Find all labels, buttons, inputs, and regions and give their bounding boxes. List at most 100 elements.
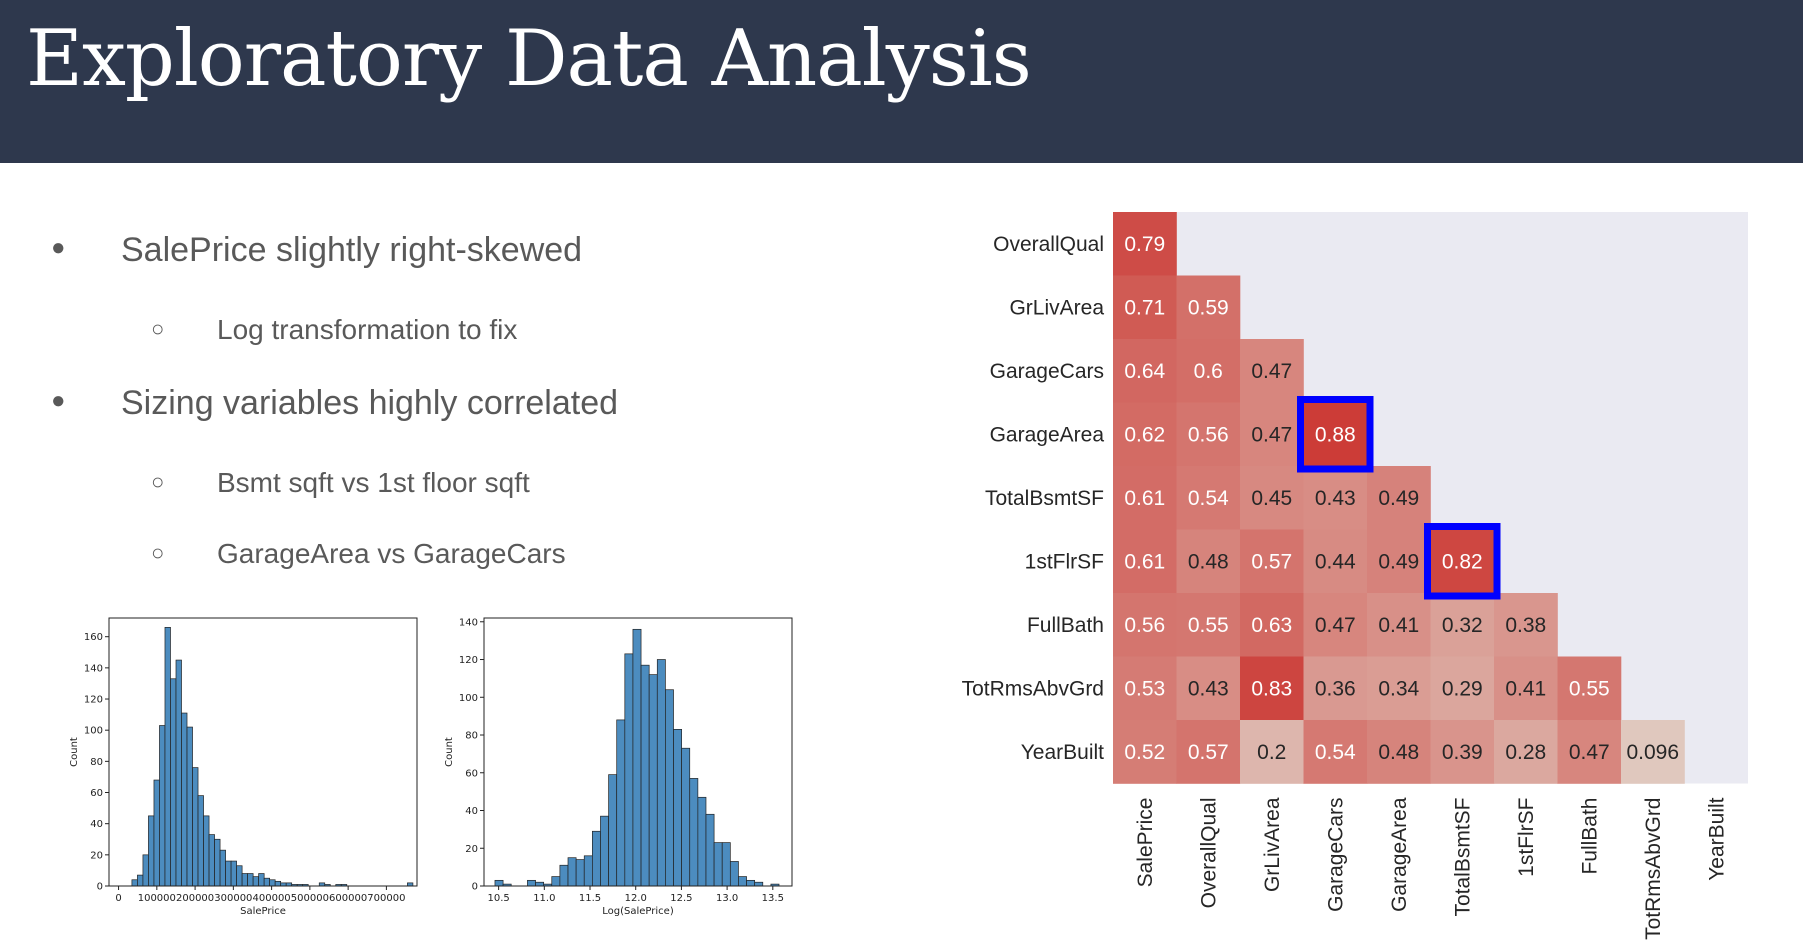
histogram-bar (252, 876, 259, 887)
heatmap-cell (1176, 275, 1241, 340)
column-label: OverallQual (1197, 798, 1220, 909)
correlation-heatmap: 0.79 0.71 0.59 0.64 0.6 0.47 0.62 0.56 0.47 0.88 0… (962, 212, 1748, 940)
plot-frame (483, 617, 793, 887)
histogram-bar (535, 881, 545, 887)
heatmap-cell (1430, 529, 1495, 594)
heatmap-cell (1240, 402, 1304, 467)
sub-bullet-marker: ○ (151, 316, 165, 341)
heatmap-cell (1303, 402, 1368, 467)
histogram-bar (164, 626, 171, 887)
sub-bullet-text: Bsmt sqft vs 1st floor sqft (217, 467, 530, 498)
cell-value: 0.49 (1378, 487, 1419, 510)
row-label: GarageCars (990, 360, 1104, 383)
heatmap-cell (1494, 593, 1558, 657)
histogram-bar (656, 659, 666, 887)
cell-value: 0.57 (1188, 741, 1229, 764)
row-label: 1stFlrSF (1025, 550, 1104, 573)
cell-value: 0.6 (1194, 360, 1223, 383)
heatmap-cell (1494, 720, 1558, 784)
histogram-bar (592, 830, 601, 887)
column-label: FullBath (1578, 798, 1601, 875)
cell-value: 0.88 (1315, 423, 1356, 446)
histogram-bar (236, 865, 243, 887)
cell-value: 0.82 (1442, 550, 1483, 573)
cell-value: 0.39 (1442, 741, 1483, 764)
heatmap-cell (1113, 529, 1177, 594)
cell-value: 0.096 (1626, 741, 1679, 764)
heatmap-cell (1176, 656, 1241, 721)
histogram-bar (721, 842, 731, 887)
y-axis-label: Count (69, 737, 80, 767)
histogram-bar (527, 879, 536, 887)
heatmap-cell (1240, 466, 1304, 530)
heatmap-cell (1113, 339, 1177, 403)
heatmap-cell (1240, 339, 1304, 403)
histogram-bar (153, 779, 160, 887)
sub-bullet-marker: ○ (151, 469, 165, 494)
heatmap-cell (1494, 656, 1558, 721)
y-tick-label: 140 (84, 663, 103, 674)
histogram-bar (142, 854, 149, 887)
cell-value: 0.64 (1124, 360, 1165, 383)
column-label: GrLivArea (1261, 797, 1284, 892)
histogram-bar (673, 729, 682, 887)
heatmap-cell (1113, 593, 1177, 657)
histogram-bar (616, 719, 626, 887)
row-label: GarageArea (990, 423, 1105, 446)
y-tick-label: 40 (90, 819, 103, 830)
heatmap-cell (1367, 593, 1431, 657)
bullet-text: SalePrice slightly right-skewed (121, 231, 583, 269)
y-tick-label: 100 (84, 726, 103, 737)
x-tick-label: 500000 (291, 893, 329, 904)
cell-value: 0.52 (1124, 741, 1165, 764)
x-tick-label: 400000 (253, 893, 291, 904)
bullet-marker: ● (51, 387, 66, 414)
cell-value: 0.63 (1251, 614, 1292, 637)
histogram-bar (738, 876, 747, 887)
x-tick-label: 300000 (214, 893, 252, 904)
histogram-bar (186, 726, 193, 887)
highlight-box (1424, 523, 1501, 600)
cell-value: 0.48 (1378, 741, 1419, 764)
row-label: FullBath (1027, 614, 1104, 637)
heatmap-cell (1303, 720, 1368, 784)
heatmap-cell (1240, 529, 1304, 594)
histogram-bar (559, 864, 569, 887)
bullet-item: ● Sizing variables highly correlated (51, 384, 618, 423)
histogram-bar (746, 879, 756, 887)
heatmap-cell (1621, 720, 1685, 784)
cell-value: 0.59 (1188, 296, 1229, 319)
heatmap-cell (1303, 529, 1368, 594)
x-tick-label: 12.5 (670, 893, 692, 904)
column-label: GarageArea (1388, 797, 1411, 912)
sub-bullet-item: ○ GarageArea vs GarageCars (151, 538, 566, 570)
cell-value: 0.54 (1188, 487, 1229, 510)
cell-value: 0.83 (1251, 677, 1292, 700)
cell-value: 0.54 (1315, 741, 1356, 764)
heatmap-cell (1113, 402, 1177, 467)
histogram-bar (214, 838, 221, 887)
histogram-bar (551, 876, 561, 887)
histogram-bar (729, 861, 739, 887)
cell-value: 0.48 (1188, 550, 1229, 573)
histogram-bar (175, 659, 182, 887)
x-tick-label: 11.5 (579, 893, 601, 904)
histogram-bar (269, 879, 276, 887)
y-tick-label: 140 (459, 617, 478, 628)
histogram-bar (274, 880, 282, 887)
histogram-bar (137, 874, 144, 887)
cell-value: 0.29 (1442, 677, 1483, 700)
row-label: OverallQual (993, 233, 1104, 256)
column-label: 1stFlrSF (1515, 798, 1538, 877)
histogram-bar (648, 674, 658, 887)
histogram-bar (208, 834, 215, 887)
heatmap-cell (1240, 593, 1304, 657)
y-tick-label: 100 (459, 693, 478, 704)
cell-value: 0.47 (1251, 423, 1292, 446)
column-label: YearBuilt (1705, 797, 1728, 880)
highlight-box (1297, 396, 1374, 473)
histogram-bar (575, 859, 585, 887)
cell-value: 0.56 (1188, 423, 1229, 446)
y-tick-label: 80 (90, 757, 103, 768)
heatmap-cell (1430, 720, 1495, 784)
